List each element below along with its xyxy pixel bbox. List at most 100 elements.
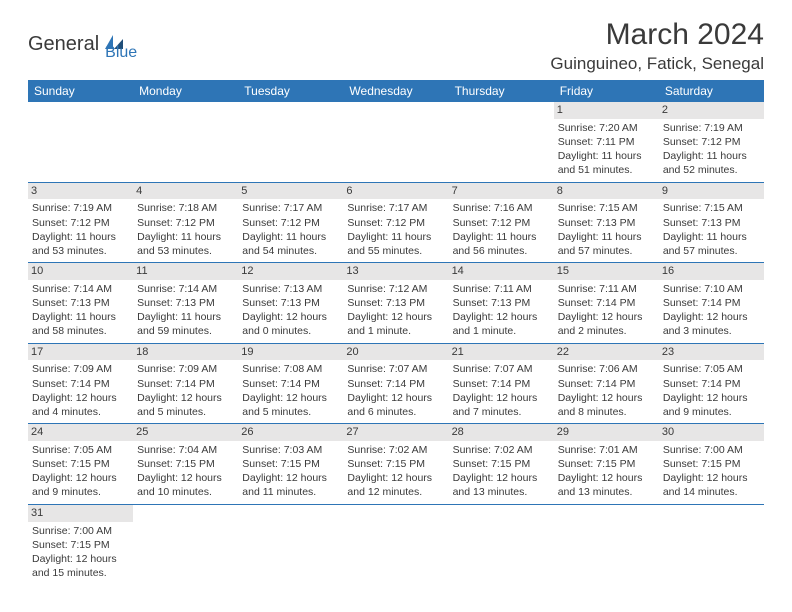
day-number: 5 xyxy=(238,183,343,200)
calendar-table: Sunday Monday Tuesday Wednesday Thursday… xyxy=(28,80,764,584)
day-number: 1 xyxy=(554,102,659,119)
daylight2-text: and 11 minutes. xyxy=(242,485,339,499)
daylight2-text: and 6 minutes. xyxy=(347,405,444,419)
calendar-cell: 14Sunrise: 7:11 AMSunset: 7:13 PMDayligh… xyxy=(449,263,554,344)
title-block: March 2024 Guinguineo, Fatick, Senegal xyxy=(550,18,764,74)
day-number: 23 xyxy=(659,344,764,361)
day-number: 31 xyxy=(28,505,133,522)
sunset-text: Sunset: 7:14 PM xyxy=(453,377,550,391)
day-number: 28 xyxy=(449,424,554,441)
sunset-text: Sunset: 7:12 PM xyxy=(137,216,234,230)
daylight1-text: Daylight: 12 hours xyxy=(558,471,655,485)
day-number: 18 xyxy=(133,344,238,361)
sunrise-text: Sunrise: 7:00 AM xyxy=(32,524,129,538)
daylight1-text: Daylight: 11 hours xyxy=(663,230,760,244)
weekday-header: Friday xyxy=(554,80,659,102)
day-number: 29 xyxy=(554,424,659,441)
sunset-text: Sunset: 7:15 PM xyxy=(32,538,129,552)
day-number: 3 xyxy=(28,183,133,200)
calendar-cell: 26Sunrise: 7:03 AMSunset: 7:15 PMDayligh… xyxy=(238,424,343,505)
calendar-week-row: 3Sunrise: 7:19 AMSunset: 7:12 PMDaylight… xyxy=(28,182,764,263)
sunrise-text: Sunrise: 7:05 AM xyxy=(663,362,760,376)
daylight1-text: Daylight: 12 hours xyxy=(137,391,234,405)
daylight2-text: and 5 minutes. xyxy=(242,405,339,419)
day-number: 17 xyxy=(28,344,133,361)
daylight2-text: and 7 minutes. xyxy=(453,405,550,419)
sunset-text: Sunset: 7:15 PM xyxy=(663,457,760,471)
sunrise-text: Sunrise: 7:00 AM xyxy=(663,443,760,457)
calendar-week-row: 31 Sunrise: 7:00 AMSunset: 7:15 PMDayligh… xyxy=(28,504,764,584)
sunset-text: Sunset: 7:15 PM xyxy=(242,457,339,471)
sunrise-text: Sunrise: 7:06 AM xyxy=(558,362,655,376)
calendar-cell: 30Sunrise: 7:00 AMSunset: 7:15 PMDayligh… xyxy=(659,424,764,505)
calendar-cell: 15Sunrise: 7:11 AMSunset: 7:14 PMDayligh… xyxy=(554,263,659,344)
calendar-week-row: 24Sunrise: 7:05 AMSunset: 7:15 PMDayligh… xyxy=(28,424,764,505)
weekday-header: Monday xyxy=(133,80,238,102)
sunrise-text: Sunrise: 7:15 AM xyxy=(558,201,655,215)
daylight2-text: and 13 minutes. xyxy=(558,485,655,499)
daylight1-text: Daylight: 12 hours xyxy=(347,391,444,405)
sunrise-text: Sunrise: 7:11 AM xyxy=(558,282,655,296)
sunset-text: Sunset: 7:14 PM xyxy=(137,377,234,391)
daylight1-text: Daylight: 11 hours xyxy=(32,230,129,244)
day-number: 4 xyxy=(133,183,238,200)
sunset-text: Sunset: 7:11 PM xyxy=(558,135,655,149)
daylight2-text: and 55 minutes. xyxy=(347,244,444,258)
calendar-body: 1Sunrise: 7:20 AMSunset: 7:11 PMDaylight… xyxy=(28,102,764,584)
day-number: 11 xyxy=(133,263,238,280)
day-number: 10 xyxy=(28,263,133,280)
daylight2-text: and 0 minutes. xyxy=(242,324,339,338)
sunrise-text: Sunrise: 7:17 AM xyxy=(347,201,444,215)
sunset-text: Sunset: 7:14 PM xyxy=(558,296,655,310)
weekday-header: Thursday xyxy=(449,80,554,102)
sunrise-text: Sunrise: 7:07 AM xyxy=(453,362,550,376)
sunset-text: Sunset: 7:12 PM xyxy=(347,216,444,230)
daylight1-text: Daylight: 12 hours xyxy=(242,391,339,405)
sunset-text: Sunset: 7:13 PM xyxy=(137,296,234,310)
calendar-cell: 22Sunrise: 7:06 AMSunset: 7:14 PMDayligh… xyxy=(554,343,659,424)
daylight2-text: and 4 minutes. xyxy=(32,405,129,419)
daylight1-text: Daylight: 12 hours xyxy=(453,310,550,324)
logo-text-blue: Blue xyxy=(105,44,137,62)
day-number: 2 xyxy=(659,102,764,119)
sunset-text: Sunset: 7:12 PM xyxy=(453,216,550,230)
daylight2-text: and 58 minutes. xyxy=(32,324,129,338)
sunset-text: Sunset: 7:15 PM xyxy=(453,457,550,471)
calendar-cell xyxy=(659,504,764,584)
calendar-cell: 29Sunrise: 7:01 AMSunset: 7:15 PMDayligh… xyxy=(554,424,659,505)
daylight1-text: Daylight: 12 hours xyxy=(663,310,760,324)
day-number: 30 xyxy=(659,424,764,441)
daylight1-text: Daylight: 12 hours xyxy=(137,471,234,485)
calendar-cell: 21Sunrise: 7:07 AMSunset: 7:14 PMDayligh… xyxy=(449,343,554,424)
daylight2-text: and 57 minutes. xyxy=(558,244,655,258)
sunrise-text: Sunrise: 7:20 AM xyxy=(558,121,655,135)
calendar-cell: 25Sunrise: 7:04 AMSunset: 7:15 PMDayligh… xyxy=(133,424,238,505)
daylight1-text: Daylight: 11 hours xyxy=(453,230,550,244)
calendar-cell: 20Sunrise: 7:07 AMSunset: 7:14 PMDayligh… xyxy=(343,343,448,424)
day-number: 13 xyxy=(343,263,448,280)
daylight1-text: Daylight: 11 hours xyxy=(558,149,655,163)
calendar-cell: 9Sunrise: 7:15 AMSunset: 7:13 PMDaylight… xyxy=(659,182,764,263)
daylight1-text: Daylight: 12 hours xyxy=(32,471,129,485)
daylight2-text: and 53 minutes. xyxy=(32,244,129,258)
weekday-header: Tuesday xyxy=(238,80,343,102)
sunset-text: Sunset: 7:13 PM xyxy=(242,296,339,310)
sunrise-text: Sunrise: 7:19 AM xyxy=(32,201,129,215)
calendar-cell: 28Sunrise: 7:02 AMSunset: 7:15 PMDayligh… xyxy=(449,424,554,505)
sunset-text: Sunset: 7:13 PM xyxy=(558,216,655,230)
day-number: 12 xyxy=(238,263,343,280)
day-number: 25 xyxy=(133,424,238,441)
calendar-week-row: 1 Sunrise: 7:20 AMSunset: 7:11 PMDaylight… xyxy=(28,102,764,182)
day-number: 7 xyxy=(449,183,554,200)
day-number: 9 xyxy=(659,183,764,200)
calendar-cell xyxy=(28,102,133,182)
daylight1-text: Daylight: 12 hours xyxy=(32,391,129,405)
calendar-cell: 19Sunrise: 7:08 AMSunset: 7:14 PMDayligh… xyxy=(238,343,343,424)
calendar-cell: 16Sunrise: 7:10 AMSunset: 7:14 PMDayligh… xyxy=(659,263,764,344)
daylight2-text: and 8 minutes. xyxy=(558,405,655,419)
daylight1-text: Daylight: 12 hours xyxy=(32,552,129,566)
calendar-cell: 13Sunrise: 7:12 AMSunset: 7:13 PMDayligh… xyxy=(343,263,448,344)
daylight1-text: Daylight: 11 hours xyxy=(558,230,655,244)
logo: General Blue xyxy=(28,26,137,62)
sunrise-text: Sunrise: 7:08 AM xyxy=(242,362,339,376)
